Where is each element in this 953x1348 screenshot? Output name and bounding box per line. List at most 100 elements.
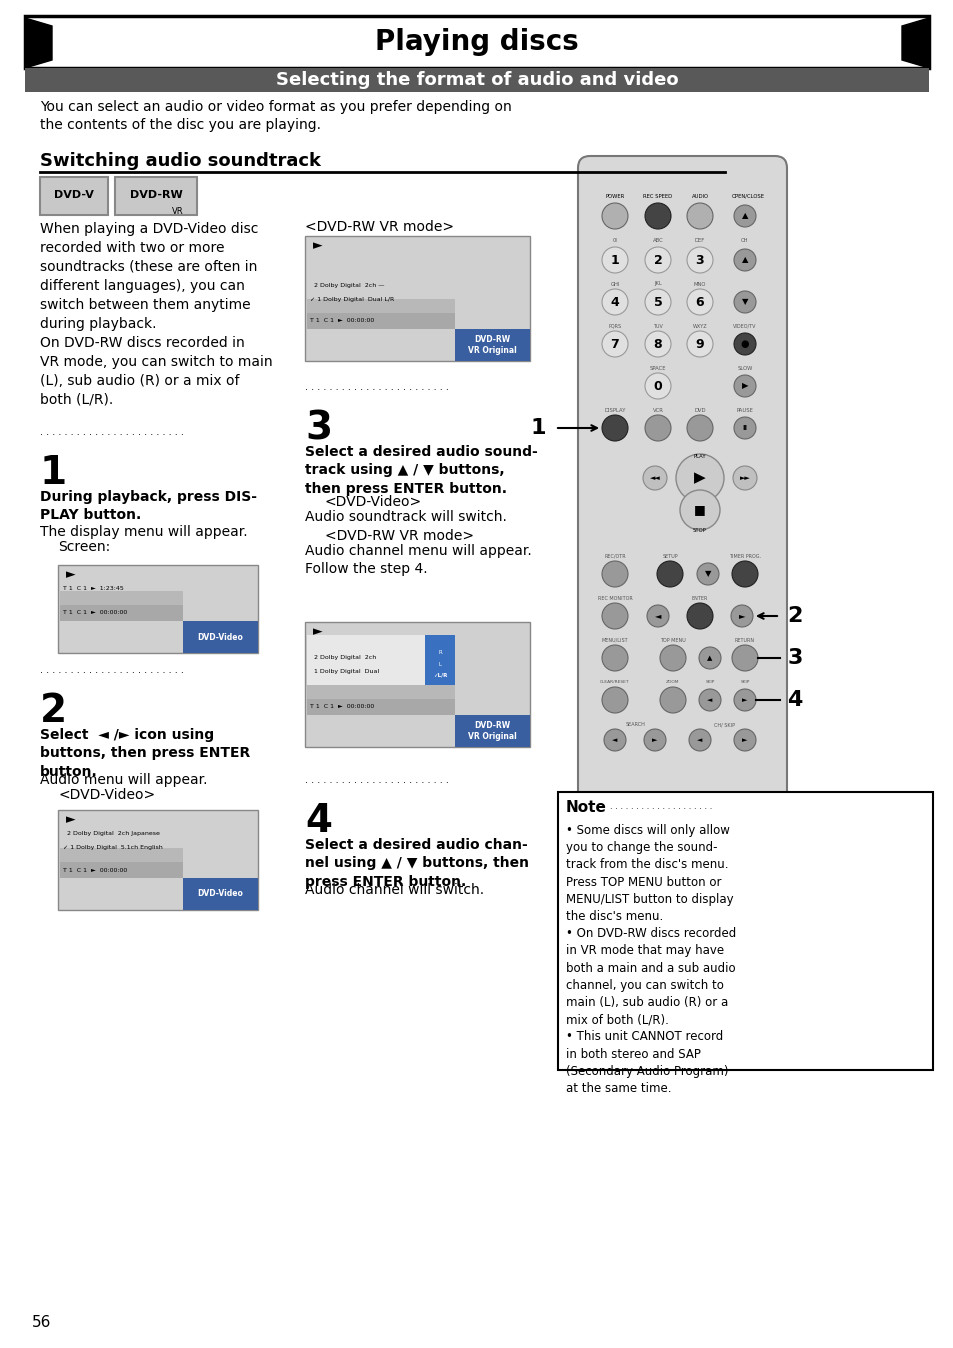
Text: CH: CH (740, 237, 748, 243)
Circle shape (699, 647, 720, 669)
Circle shape (643, 729, 665, 751)
Bar (455, 714, 530, 747)
Text: CH/ SKIP: CH/ SKIP (714, 723, 735, 728)
Text: ◄: ◄ (612, 737, 617, 743)
Text: 4: 4 (610, 295, 618, 309)
Text: ✓L/R: ✓L/R (433, 673, 447, 678)
Text: GHI: GHI (610, 282, 619, 287)
Bar (25, 67, 928, 92)
Text: 4: 4 (786, 690, 801, 710)
Circle shape (659, 644, 685, 671)
Text: Playing discs: Playing discs (375, 28, 578, 57)
Circle shape (686, 603, 712, 630)
Text: JKL: JKL (654, 282, 661, 287)
Text: ◄: ◄ (697, 737, 702, 743)
Circle shape (730, 605, 752, 627)
Text: ▶: ▶ (694, 470, 705, 485)
Text: 6: 6 (695, 295, 703, 309)
Text: ABC: ABC (652, 237, 662, 243)
Text: DEF: DEF (694, 237, 704, 243)
Text: ▼: ▼ (741, 298, 747, 306)
Text: T 1  C 1  ►  00:00:00: T 1 C 1 ► 00:00:00 (63, 868, 127, 872)
Bar (60, 590, 183, 605)
Circle shape (603, 729, 625, 751)
Circle shape (644, 204, 670, 229)
Bar (58, 810, 257, 910)
Circle shape (601, 644, 627, 671)
Text: 4: 4 (305, 802, 332, 840)
Circle shape (601, 332, 627, 357)
Circle shape (686, 415, 712, 441)
Text: WXYZ: WXYZ (692, 324, 706, 329)
Circle shape (688, 729, 710, 751)
Text: ►: ► (66, 813, 75, 826)
Circle shape (601, 687, 627, 713)
Circle shape (733, 417, 755, 439)
Text: · · · · · · · · · · · · · · · · · · · · · · · ·: · · · · · · · · · · · · · · · · · · · · … (40, 669, 187, 678)
Text: TUV: TUV (653, 324, 662, 329)
Text: T 1  C 1  ►  00:00:00: T 1 C 1 ► 00:00:00 (310, 318, 374, 324)
Text: DVD-Video: DVD-Video (197, 890, 243, 899)
Text: ■: ■ (694, 504, 705, 516)
Text: ◄: ◄ (706, 697, 712, 704)
Text: 9: 9 (695, 337, 703, 350)
Bar (40, 177, 108, 214)
Circle shape (733, 729, 755, 751)
Bar (305, 236, 530, 361)
Text: 2: 2 (786, 607, 801, 625)
Text: During playback, press DIS-
PLAY button.: During playback, press DIS- PLAY button. (40, 491, 256, 523)
Text: DVD-RW: DVD-RW (130, 190, 182, 200)
Circle shape (679, 491, 720, 530)
Text: Select a desired audio chan-
nel using ▲ / ▼ buttons, then
press ENTER button.: Select a desired audio chan- nel using ▲… (305, 838, 529, 888)
Text: ▲: ▲ (741, 212, 747, 221)
Circle shape (686, 204, 712, 229)
Polygon shape (901, 18, 928, 67)
Bar (424, 635, 455, 685)
Text: When playing a DVD-Video disc
recorded with two or more
soundtracks (these are o: When playing a DVD-Video disc recorded w… (40, 222, 273, 407)
Text: DVD-Video: DVD-Video (197, 632, 243, 642)
Text: DVD-RW
VR Original: DVD-RW VR Original (468, 721, 517, 740)
Text: 8: 8 (653, 337, 661, 350)
Circle shape (731, 644, 758, 671)
Text: REC/OTR: REC/OTR (603, 554, 625, 558)
Text: SETUP: SETUP (661, 554, 677, 558)
Text: 7: 7 (610, 337, 618, 350)
Text: Select  ◄ /► icon using
buttons, then press ENTER
button.: Select ◄ /► icon using buttons, then pre… (40, 728, 250, 779)
Text: TOP MENU: TOP MENU (659, 638, 685, 643)
Text: T 1  C 1  ►  00:00:00: T 1 C 1 ► 00:00:00 (63, 611, 127, 616)
Text: MNO: MNO (693, 282, 705, 287)
Bar (58, 565, 257, 652)
Circle shape (644, 332, 670, 357)
Text: AUDIO: AUDIO (691, 194, 708, 198)
Text: SPACE: SPACE (649, 365, 665, 371)
Text: ◄: ◄ (654, 612, 660, 620)
Text: 3: 3 (695, 253, 703, 267)
Circle shape (657, 561, 682, 586)
Text: Note: Note (565, 799, 606, 816)
Circle shape (601, 561, 627, 586)
Text: T 1  C 1  ►  00:00:00: T 1 C 1 ► 00:00:00 (310, 705, 374, 709)
Text: · · · · · · · · · · · · · · · · · · · · · · · ·: · · · · · · · · · · · · · · · · · · · · … (305, 778, 452, 789)
Circle shape (686, 247, 712, 274)
Text: Switching audio soundtrack: Switching audio soundtrack (40, 152, 320, 170)
Text: T 1  C 1  ►  1:23:45: T 1 C 1 ► 1:23:45 (63, 586, 124, 592)
Circle shape (601, 415, 627, 441)
Text: · · · · · · · · · · · · · · · · · · · · · · · ·: · · · · · · · · · · · · · · · · · · · · … (40, 430, 187, 439)
Text: • Some discs will only allow
you to change the sound-
track from the disc's menu: • Some discs will only allow you to chan… (565, 824, 736, 1095)
Text: Audio menu will appear.: Audio menu will appear. (40, 772, 208, 787)
Text: PAUSE: PAUSE (736, 407, 753, 412)
Text: SEARCH: SEARCH (625, 723, 645, 728)
Circle shape (601, 247, 627, 274)
Text: ▲: ▲ (741, 256, 747, 264)
Bar (307, 313, 455, 329)
Text: 1: 1 (40, 454, 67, 492)
Bar (307, 700, 455, 714)
Text: SKIP: SKIP (740, 679, 749, 683)
Text: 2 Dolby Digital  2ch: 2 Dolby Digital 2ch (310, 655, 375, 661)
Text: REC MONITOR: REC MONITOR (597, 596, 632, 600)
Circle shape (699, 689, 720, 710)
Text: ▼: ▼ (704, 569, 711, 578)
Text: 5: 5 (653, 295, 661, 309)
Text: PLAY: PLAY (693, 453, 705, 458)
Text: <DVD-Video>: <DVD-Video> (325, 495, 421, 510)
